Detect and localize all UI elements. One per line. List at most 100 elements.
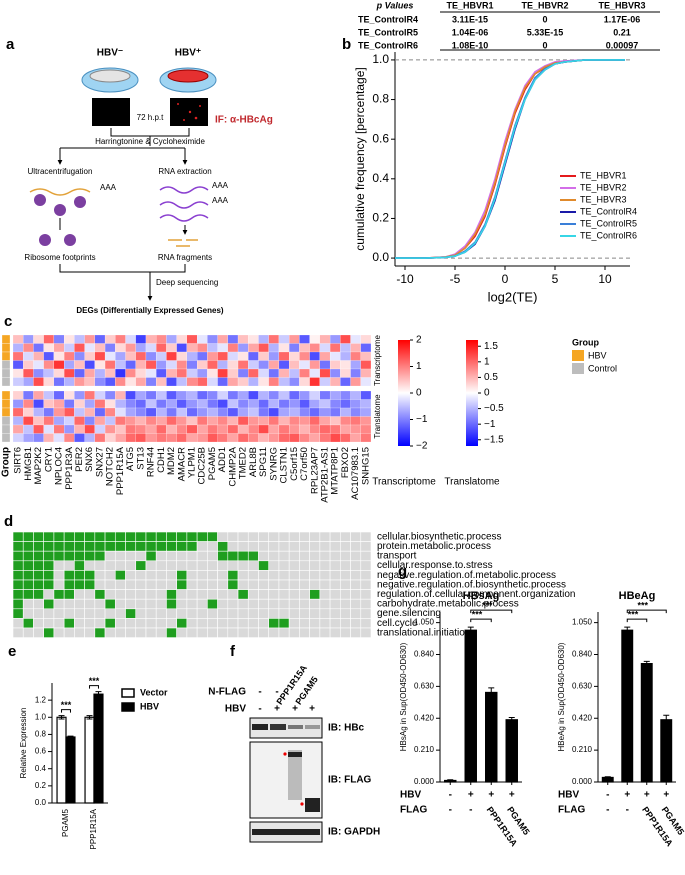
term-cell: [114, 550, 126, 562]
if-signal: [177, 103, 201, 121]
mrna: [29, 188, 91, 196]
heat-cell: [227, 399, 239, 409]
table-cell: 5.33E-15: [527, 27, 564, 37]
term-cell: [186, 608, 198, 619]
term-cell: [340, 541, 351, 552]
term-label: cellular.response.to.stress: [377, 560, 493, 571]
significance-bracket: [626, 609, 667, 614]
error-bar: [624, 626, 631, 634]
error-bar: [467, 626, 474, 634]
heat-cell: [115, 351, 126, 361]
significance-label: ***: [89, 676, 100, 686]
bar: [84, 716, 95, 804]
term-cell: [53, 570, 65, 581]
term-cell: [176, 550, 188, 562]
term-cell: [33, 550, 44, 562]
heat-cell: [237, 407, 249, 417]
term-cell: [237, 627, 249, 638]
term-cell: [237, 589, 249, 600]
heat-cell: [340, 368, 351, 378]
heat-cell: [135, 377, 147, 387]
heat-cell: [360, 416, 372, 426]
row-label: TE_ControlR4: [358, 14, 418, 24]
term-cell: [227, 570, 239, 581]
term-cell: [53, 627, 65, 638]
term-cell: [12, 541, 24, 552]
heat-cell: [84, 368, 95, 378]
colorbar-label: 1: [484, 356, 490, 367]
heat-cell: [84, 433, 95, 443]
table-cell: 1.17E-06: [604, 14, 641, 24]
heat-cell: [84, 424, 95, 434]
label: RNA extraction: [158, 167, 211, 176]
gene-label: RNF44: [146, 447, 157, 477]
heat-cell: [268, 424, 280, 434]
block-label: Transcriptome: [373, 335, 382, 386]
term-cell: [33, 541, 44, 552]
legend-label: TE_ControlR4: [580, 206, 637, 216]
term-cell: [237, 570, 249, 581]
heat-cell: [299, 433, 310, 443]
term-cell: [12, 618, 24, 629]
term-cell: [278, 598, 290, 610]
term-cell: [360, 598, 372, 610]
heat-cell: [156, 351, 167, 361]
term-cell: [74, 531, 85, 542]
heat-cell: [278, 334, 290, 344]
term-cell: [258, 608, 270, 619]
term-cell: [217, 570, 229, 581]
condition-value: +: [624, 790, 630, 801]
term-cell: [247, 598, 259, 610]
term-cell: [268, 627, 280, 638]
heat-cell: [309, 433, 320, 443]
bar: [464, 629, 477, 783]
term-cell: [155, 570, 167, 581]
term-cell: [227, 560, 239, 571]
row-label: N-FLAG: [208, 687, 246, 698]
term-cell: [319, 608, 331, 619]
term-cell: [237, 579, 249, 590]
ribosomes: [34, 194, 86, 246]
heat-cell: [329, 433, 341, 443]
sign: -: [275, 687, 278, 698]
gene-label: MAP2K2: [33, 447, 44, 485]
heat-cell: [115, 399, 126, 409]
term-cell: [207, 531, 218, 542]
term-cell: [22, 541, 34, 552]
heat-cell: [43, 368, 55, 378]
heat-cell: [278, 351, 290, 361]
term-cell: [360, 608, 372, 619]
heat-cell: [166, 416, 177, 426]
heat-cell: [94, 390, 106, 400]
heat-cell: [329, 390, 341, 400]
heat-cell: [12, 390, 24, 400]
term-cell: [114, 570, 126, 581]
heat-cell: [289, 416, 300, 426]
term-cell: [207, 598, 218, 610]
term-cell: [22, 618, 34, 629]
term-cell: [166, 598, 177, 610]
term-cell: [53, 541, 65, 552]
term-cell: [125, 627, 137, 638]
heat-cell: [33, 433, 44, 443]
bar: [505, 719, 518, 783]
heat-cell: [186, 334, 198, 344]
heat-cell: [104, 424, 116, 434]
heat-cell: [145, 433, 157, 443]
heat-cell: [74, 390, 85, 400]
term-cell: [63, 598, 75, 610]
heat-cell: [258, 334, 269, 344]
term-cell: [84, 579, 96, 590]
gene-label: SYNRG: [268, 447, 279, 481]
heat-cell: [278, 407, 290, 417]
heat-cell: [186, 343, 198, 353]
label: HBV⁺: [175, 48, 201, 59]
heat-cell: [23, 377, 34, 387]
term-cell: [237, 531, 249, 542]
term-cell: [145, 570, 157, 581]
sign: +: [274, 704, 280, 715]
heat-cell: [156, 343, 167, 353]
band: [270, 724, 286, 730]
y-tick-label: 0.0: [372, 250, 389, 264]
heat-cell: [340, 390, 351, 400]
